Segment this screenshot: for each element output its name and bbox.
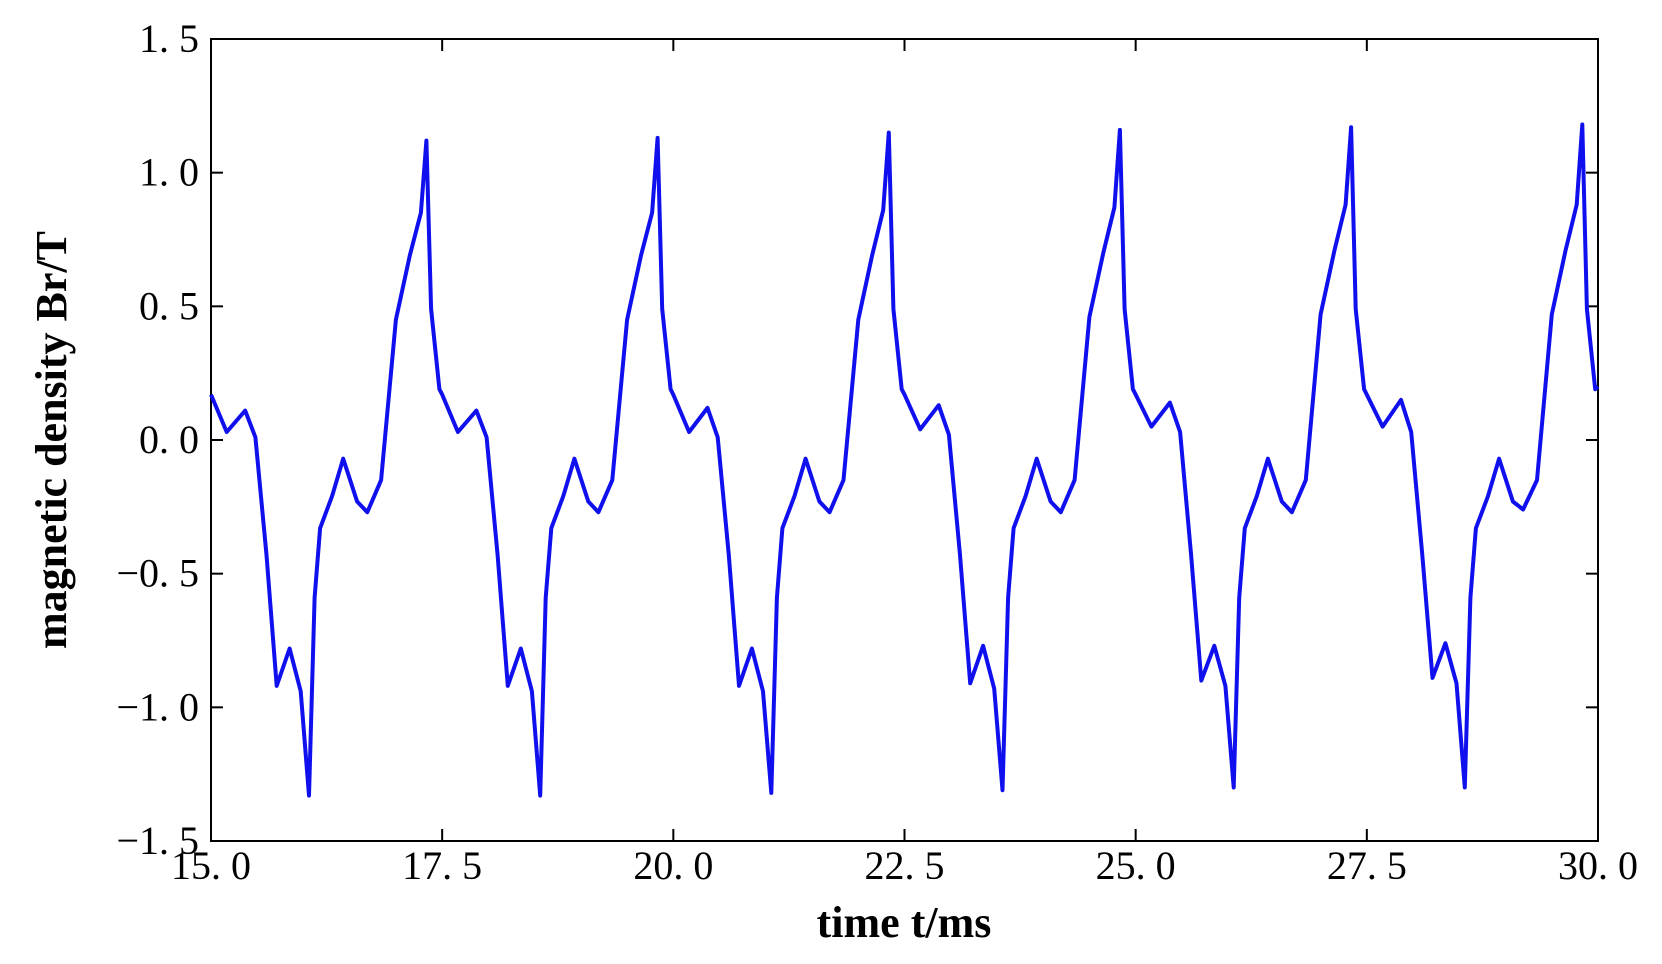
x-tick-label: 30. 0 [1558,843,1638,888]
x-axis-label: time t/ms [817,898,992,947]
y-tick-label: −1. 0 [116,684,199,729]
x-tick-label: 25. 0 [1096,843,1176,888]
x-tick-label: 27. 5 [1327,843,1407,888]
data-line [209,122,1600,798]
y-tick-label: −1. 5 [116,818,199,863]
x-tick-label: 15. 0 [171,843,251,888]
y-tick-label: 1. 0 [139,150,199,195]
plot-frame [210,38,1599,842]
y-tick-label: 0. 5 [139,283,199,328]
y-tick-label: −0. 5 [116,551,199,596]
y-tick-label: 0. 0 [139,417,199,462]
y-tick-label: 1. 5 [139,16,199,61]
x-tick-label: 22. 5 [865,843,945,888]
x-tick-label: 17. 5 [402,843,482,888]
x-tick-label: 20. 0 [633,843,713,888]
y-axis-label: magnetic density Br/T [27,231,76,649]
